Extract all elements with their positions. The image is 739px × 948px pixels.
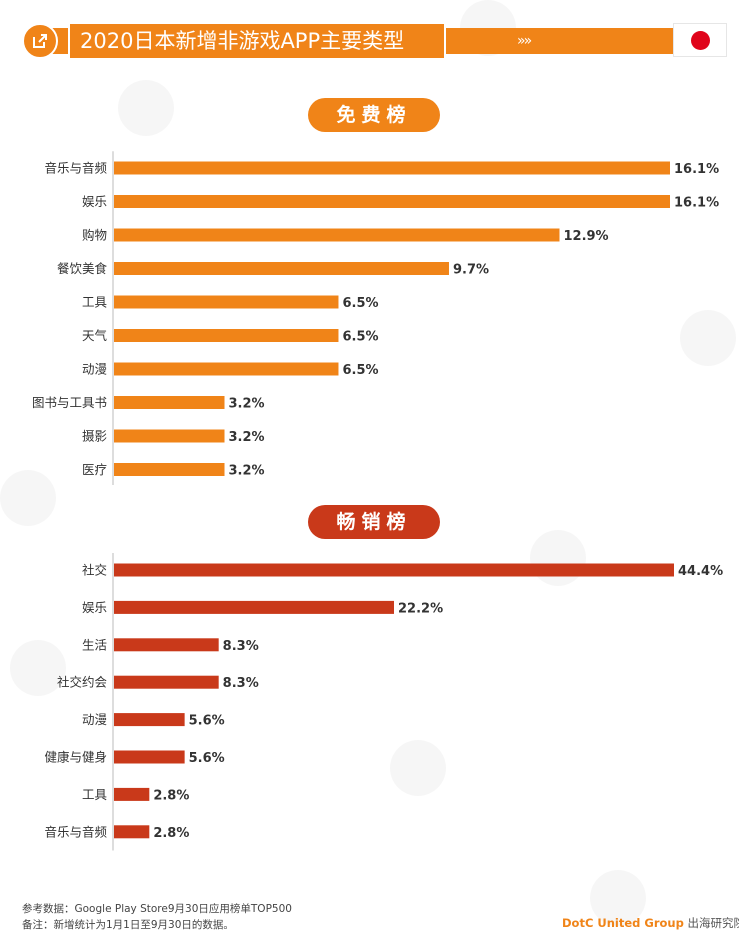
bar: [114, 329, 339, 342]
data-source-note: 参考数据：Google Play Store9月30日应用榜单TOP500: [22, 903, 292, 915]
bar: [114, 713, 185, 727]
category-label: 图书与工具书: [32, 395, 107, 410]
category-label: 餐饮美食: [57, 261, 108, 276]
bar: [114, 262, 449, 275]
brand-suffix: 出海研究院: [687, 916, 739, 930]
grossing-ranking-chart: 社交 44.4% 娱乐 22.2% 生活 8.3% 社交约会 8.3% 动漫 5.6% 健康与健身 5…: [44, 553, 723, 851]
category-label: 动漫: [82, 362, 107, 377]
brand-signature: DotC United Group 出海研究院: [562, 915, 739, 931]
value-label: 16.1%: [674, 196, 719, 211]
value-label: 12.9%: [563, 229, 608, 244]
category-label: 购物: [82, 228, 107, 243]
category-label: 社交约会: [57, 675, 108, 690]
brand-name: DotC United Group: [562, 916, 684, 930]
value-label: 6.5%: [342, 330, 378, 345]
bar: [114, 675, 219, 689]
bar: [114, 362, 339, 376]
flag-sun: [691, 31, 710, 50]
bar: [114, 161, 670, 175]
value-label: 2.8%: [153, 826, 189, 841]
value-label: 6.5%: [342, 363, 378, 378]
value-label: 8.3%: [223, 676, 259, 691]
value-label: 8.3%: [223, 639, 259, 654]
category-label: 娱乐: [82, 194, 107, 209]
bar: [114, 429, 225, 443]
bar: [114, 787, 150, 801]
bar: [114, 295, 339, 309]
category-label: 娱乐: [82, 600, 107, 615]
category-label: 工具: [82, 295, 108, 310]
value-label: 5.6%: [189, 751, 225, 766]
bar: [114, 600, 394, 614]
bar: [114, 750, 185, 764]
bar: [114, 396, 225, 409]
japan-flag-icon: [673, 23, 727, 57]
page-title: 2020日本新增非游戏APP主要类型: [68, 22, 446, 60]
value-label: 22.2%: [398, 601, 443, 616]
bar: [114, 638, 219, 652]
free-ranking-chart: 音乐与音频 16.1% 娱乐 16.1% 购物 12.9% 餐饮美食 9.7% 工具 6.5% 天气…: [32, 151, 719, 485]
value-label: 9.7%: [453, 263, 489, 278]
value-label: 5.6%: [189, 714, 225, 729]
category-label: 天气: [82, 328, 108, 343]
watermark-logo: [118, 80, 174, 136]
category-label: 音乐与音频: [44, 824, 107, 839]
chevron-right-icon: »»: [517, 33, 532, 49]
category-label: 医疗: [82, 462, 107, 477]
value-label: 2.8%: [153, 788, 189, 803]
bar: [114, 195, 670, 208]
free-ranking-title: 免费榜: [308, 98, 440, 132]
bar: [114, 463, 225, 476]
value-label: 3.2%: [229, 430, 265, 445]
category-label: 工具: [82, 787, 108, 802]
value-label: 3.2%: [229, 464, 265, 479]
footer-notes: 参考数据：Google Play Store9月30日应用榜单TOP500 备注…: [22, 901, 292, 933]
category-label: 健康与健身: [44, 750, 107, 765]
category-label: 音乐与音频: [44, 161, 107, 176]
bar: [114, 825, 150, 839]
category-label: 生活: [82, 637, 107, 652]
remark-note: 备注：新增统计为1月1日至9月30日的数据。: [22, 919, 234, 931]
value-label: 3.2%: [229, 397, 265, 412]
value-label: 16.1%: [674, 162, 719, 177]
grossing-ranking-title: 畅销榜: [308, 505, 440, 539]
category-label: 摄影: [82, 429, 108, 444]
category-label: 社交: [82, 563, 107, 578]
bar: [114, 563, 674, 577]
share-out-icon[interactable]: [22, 23, 58, 59]
header: 2020日本新增非游戏APP主要类型 »»: [0, 0, 739, 80]
bar: [114, 228, 560, 242]
category-label: 动漫: [82, 712, 107, 727]
value-label: 44.4%: [678, 564, 723, 579]
value-label: 6.5%: [342, 296, 378, 311]
